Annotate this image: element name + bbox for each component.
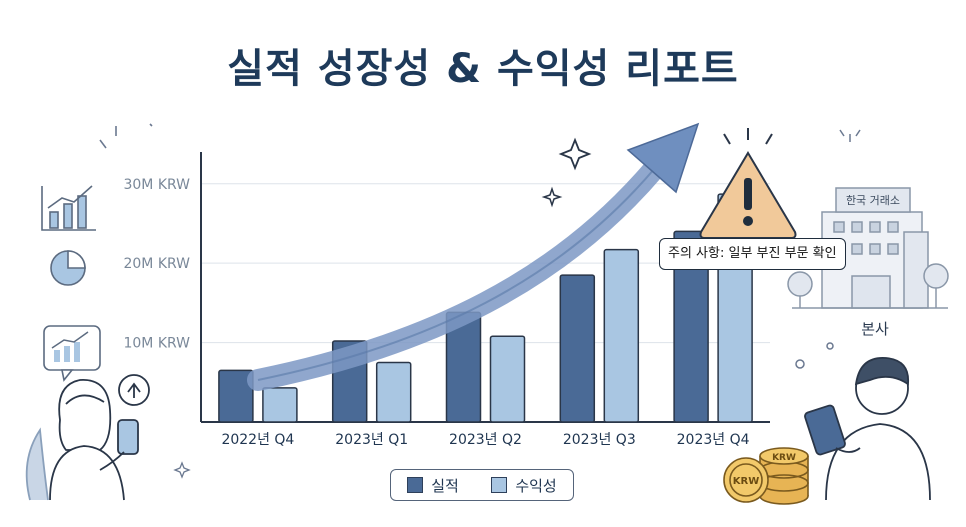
x-tick-label: 2022년 Q4 bbox=[221, 432, 294, 448]
legend-item-performance: 실적 bbox=[407, 475, 459, 496]
sparkle-icon bbox=[541, 186, 563, 208]
x-tick-label: 2023년 Q1 bbox=[335, 432, 408, 448]
chart-legend: 실적 수익성 bbox=[390, 469, 574, 501]
bar-profitability bbox=[603, 248, 640, 423]
y-tick-label: 20M KRW bbox=[123, 256, 190, 272]
warning-icon bbox=[699, 128, 797, 239]
bar-profitability bbox=[489, 335, 526, 423]
building-sign: 한국 거래소 bbox=[845, 194, 901, 207]
pie-chart-icon bbox=[50, 250, 86, 286]
sparkle-icon bbox=[173, 461, 191, 479]
x-tick-label: 2023년 Q2 bbox=[449, 432, 522, 448]
bar-performance bbox=[559, 274, 596, 423]
legend-swatch bbox=[491, 477, 508, 493]
coin-label: KRW bbox=[772, 453, 796, 463]
person-man-illustration bbox=[804, 357, 931, 501]
x-axis-ticks: 2022년 Q4 2023년 Q1 2023년 Q2 2023년 Q3 2023년 Q4 bbox=[221, 432, 749, 448]
bar-profitability bbox=[375, 361, 412, 423]
x-tick-label: 2023년 Q3 bbox=[563, 432, 636, 448]
y-tick-label: 30M KRW bbox=[123, 177, 190, 193]
person-woman-illustration bbox=[25, 374, 150, 501]
legend-label: 수익성 bbox=[515, 476, 557, 495]
legend-swatch bbox=[407, 477, 424, 493]
growth-chart-icon bbox=[41, 185, 96, 231]
legend-label: 실적 bbox=[431, 476, 459, 495]
y-axis-ticks: 10M KRW 20M KRW 30M KRW bbox=[123, 177, 190, 352]
sparkle-icon bbox=[795, 129, 861, 369]
warning-callout: 주의 사항: 일부 부진 부문 확인 bbox=[659, 238, 846, 270]
page-title: 실적 성장성 & 수익성 리포트 bbox=[227, 46, 739, 92]
y-tick-label: 10M KRW bbox=[123, 336, 190, 352]
doodle-lines bbox=[99, 123, 153, 149]
coin-label: KRW bbox=[733, 476, 759, 487]
bar-performance bbox=[673, 230, 709, 423]
growth-arrow bbox=[247, 122, 700, 391]
sparkle-icon bbox=[558, 137, 592, 171]
building-label: 본사 bbox=[861, 320, 889, 338]
bar-performance bbox=[218, 369, 254, 423]
chart-bubble-icon bbox=[43, 325, 101, 382]
coin-stack-icon: KRW KRW bbox=[723, 447, 809, 505]
x-tick-label: 2023년 Q4 bbox=[677, 432, 750, 448]
legend-item-profitability: 수익성 bbox=[491, 475, 557, 496]
building-icon bbox=[787, 187, 949, 309]
bar-profitability bbox=[262, 387, 298, 423]
